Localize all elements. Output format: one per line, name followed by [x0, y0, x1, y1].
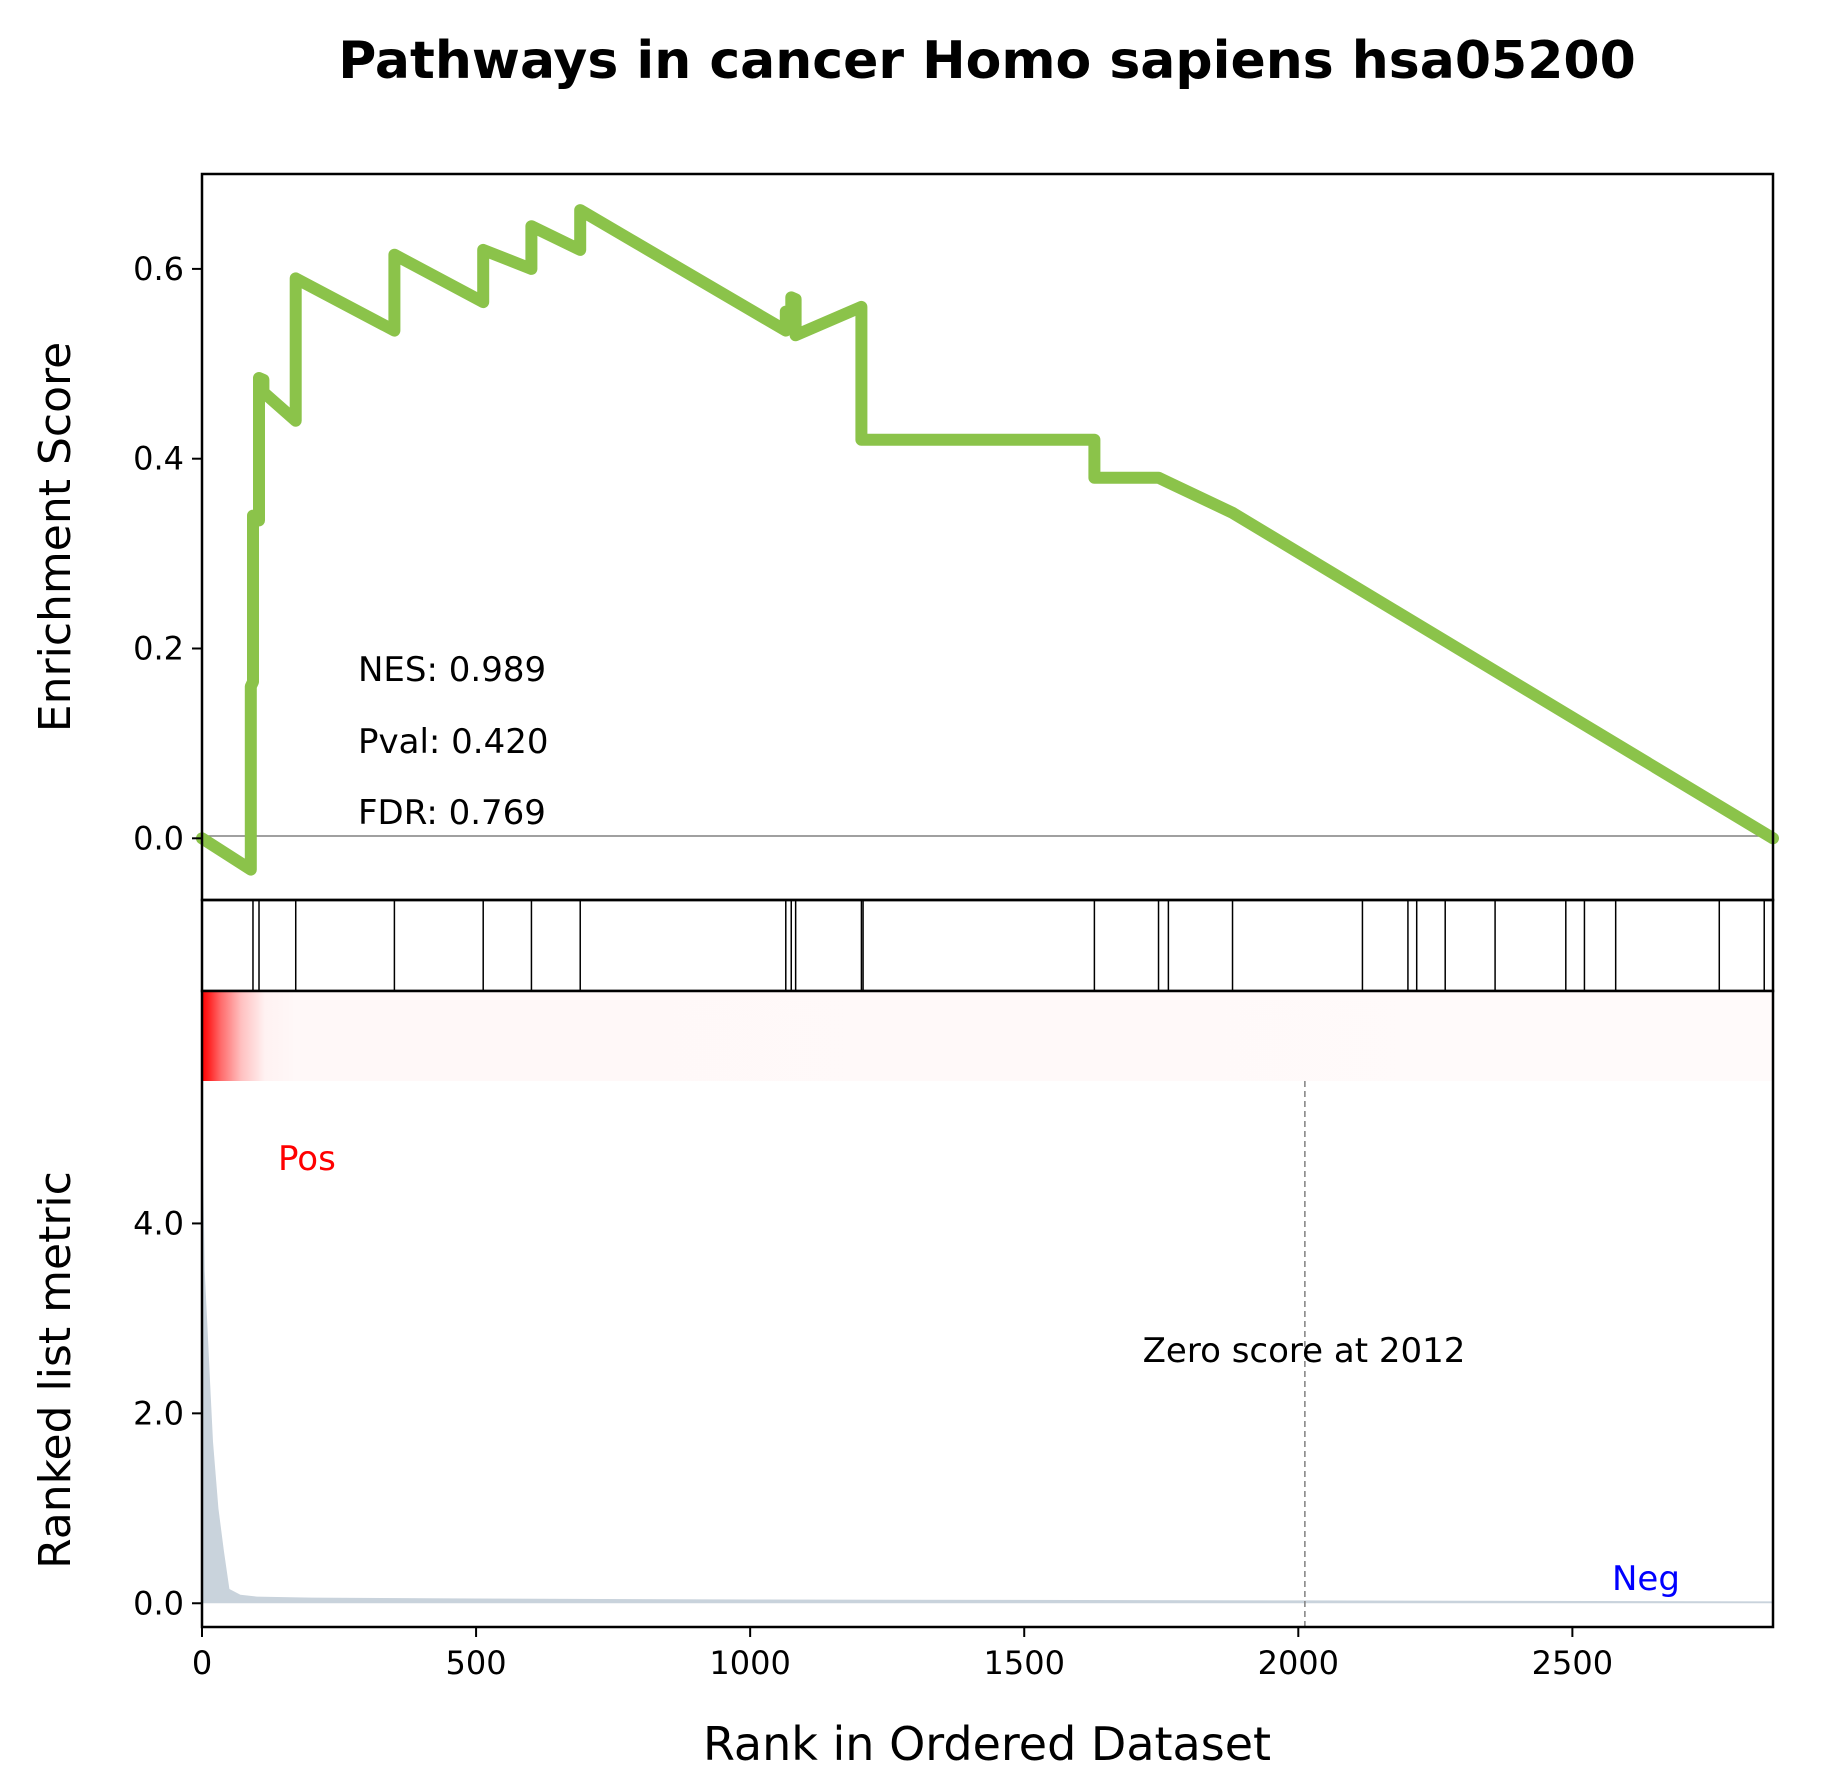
es-y-tick-label: 0.6 — [133, 250, 184, 288]
es-ylabel: Enrichment Score — [30, 342, 81, 732]
x-tick-label: 0 — [192, 1644, 212, 1682]
metric-ylabel: Ranked list metric — [30, 1171, 81, 1569]
x-tick-label: 500 — [446, 1644, 507, 1682]
metric-y-tick-label: 2.0 — [133, 1394, 184, 1432]
x-ticks: 0 500 1000 1500 2000 2500 — [192, 1627, 1613, 1682]
es-panel: 0.0 0.2 0.4 0.6 NES: 0.989 Pval: 0.420 FDR:… — [30, 172, 1779, 902]
metric-y-tick-label: 4.0 — [133, 1204, 184, 1242]
x-tick-label: 2500 — [1532, 1644, 1613, 1682]
hit-lines — [252, 900, 1765, 991]
x-tick-label: 1500 — [984, 1644, 1065, 1682]
fdr-annotation: FDR: 0.769 — [358, 793, 546, 833]
es-curve — [196, 204, 1779, 876]
metric-panel-frame — [200, 989, 1775, 1629]
pval-annotation: Pval: 0.420 — [358, 722, 549, 762]
hits-panel-frame — [200, 898, 1775, 993]
nes-annotation: NES: 0.989 — [358, 650, 546, 690]
metric-panel: Zero score at 2012 Pos Neg 0.0 2.0 4.0 Ran… — [30, 1081, 1773, 1627]
zero-score-label: Zero score at 2012 — [1143, 1331, 1466, 1371]
metric-y-tick-label: 0.0 — [133, 1584, 184, 1622]
rank-heatmap — [202, 991, 1773, 1081]
es-y-tick-label: 0.0 — [133, 819, 184, 857]
es-y-tick-label: 0.4 — [133, 440, 184, 478]
metric-fill — [202, 1100, 1773, 1604]
es-y-ticks: 0.0 0.2 0.4 0.6 — [133, 250, 202, 857]
chart-title: Pathways in cancer Homo sapiens hsa05200 — [338, 31, 1636, 91]
pos-label: Pos — [278, 1139, 336, 1179]
x-tick-label: 1000 — [709, 1644, 790, 1682]
x-axis-label: Rank in Ordered Dataset — [703, 1717, 1271, 1771]
metric-y-ticks: 0.0 2.0 4.0 — [133, 1204, 202, 1622]
neg-label: Neg — [1612, 1559, 1680, 1599]
es-y-tick-label: 0.2 — [133, 630, 184, 668]
x-tick-label: 2000 — [1258, 1644, 1339, 1682]
hits-panel — [200, 898, 1775, 993]
